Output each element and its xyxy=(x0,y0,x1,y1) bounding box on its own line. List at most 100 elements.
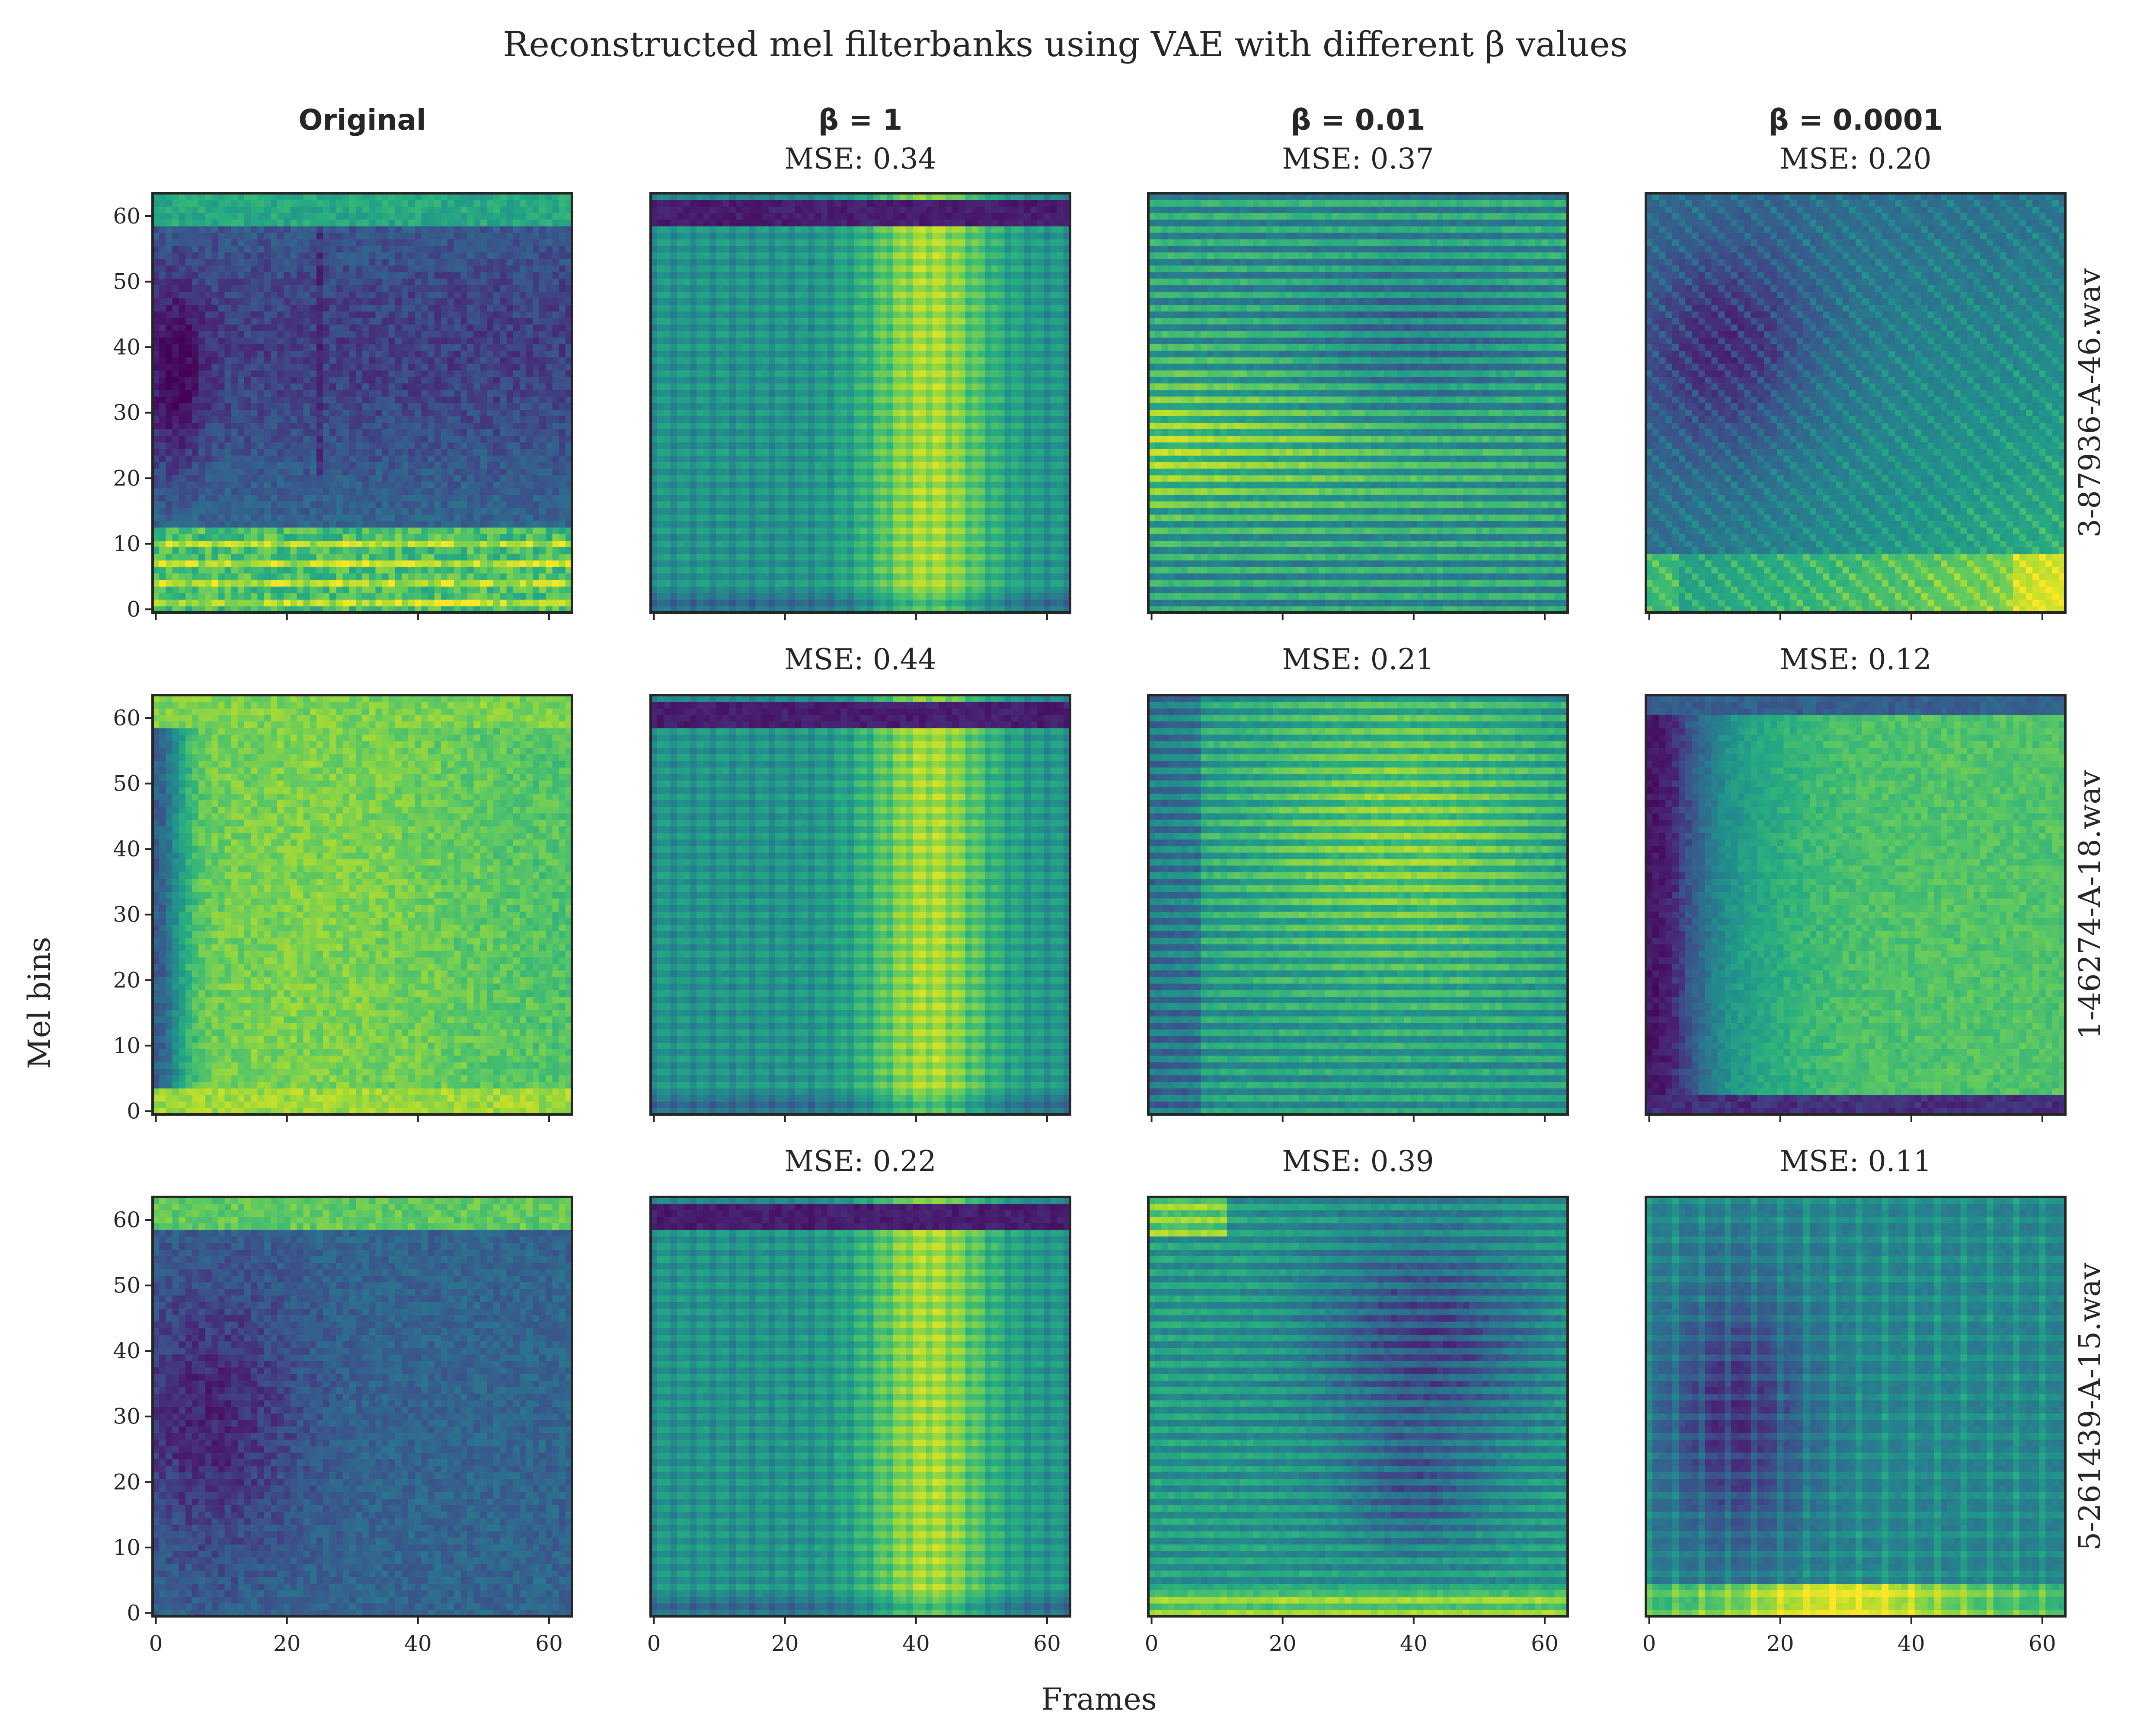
heatmap-cell xyxy=(389,364,396,370)
heatmap-cell xyxy=(559,305,566,312)
heatmap-cell xyxy=(231,422,238,429)
heatmap-cell xyxy=(775,554,782,561)
heatmap-cell xyxy=(244,226,251,233)
heatmap-cell xyxy=(1011,540,1018,547)
heatmap-cell xyxy=(336,396,343,403)
heatmap-cell xyxy=(493,324,500,331)
heatmap-cell xyxy=(500,272,507,279)
heatmap-cell xyxy=(834,567,841,574)
heatmap-cell xyxy=(782,586,789,593)
heatmap-cell xyxy=(277,357,284,364)
heatmap-cell xyxy=(493,508,500,515)
heatmap-cell xyxy=(166,278,173,285)
heatmap-cell xyxy=(415,390,422,397)
heatmap-cell xyxy=(277,233,284,239)
heatmap-cell xyxy=(939,586,946,593)
heatmap-cell xyxy=(1044,593,1051,600)
heatmap-cell xyxy=(506,600,513,606)
heatmap-cell xyxy=(329,357,336,364)
heatmap-cell xyxy=(323,501,330,508)
heatmap-cell xyxy=(205,233,212,239)
heatmap-cell xyxy=(559,383,566,390)
heatmap-cell xyxy=(919,560,926,567)
heatmap-cell xyxy=(264,462,271,469)
heatmap-cell xyxy=(520,547,527,554)
heatmap-cell xyxy=(304,469,310,475)
heatmap-cell xyxy=(460,390,467,397)
heatmap-cell xyxy=(460,324,467,331)
heatmap-cell xyxy=(834,560,841,567)
heatmap-cell xyxy=(172,285,179,292)
heatmap-cell xyxy=(369,593,376,600)
heatmap-cell xyxy=(526,383,533,390)
heatmap-cell xyxy=(238,324,245,331)
heatmap-cell xyxy=(474,318,481,325)
heatmap-cell xyxy=(657,554,664,561)
heatmap-cell xyxy=(218,600,225,606)
heatmap-cell xyxy=(703,593,710,600)
heatmap-cell xyxy=(447,311,454,318)
heatmap-cell xyxy=(520,514,527,521)
heatmap-cell xyxy=(192,213,199,220)
heatmap-cell xyxy=(198,436,205,443)
heatmap-cell xyxy=(310,396,317,403)
heatmap-cell xyxy=(185,508,192,515)
heatmap-cell xyxy=(513,508,520,515)
heatmap-cell xyxy=(415,488,422,495)
heatmap-cell xyxy=(329,377,336,383)
heatmap-cell xyxy=(218,298,225,305)
heatmap-cell xyxy=(329,482,336,488)
heatmap-cell xyxy=(939,560,946,567)
heatmap-cell xyxy=(467,593,474,600)
heatmap-cell xyxy=(382,462,389,469)
heatmap-cell xyxy=(192,593,199,600)
heatmap-cell xyxy=(696,521,703,528)
heatmap-cell xyxy=(382,455,389,462)
heatmap-cell xyxy=(402,593,409,600)
heatmap-cell xyxy=(271,403,278,410)
heatmap-cell xyxy=(172,213,179,220)
heatmap-cell xyxy=(297,278,304,285)
heatmap-cell xyxy=(205,469,212,475)
heatmap-cell xyxy=(454,501,461,508)
heatmap-cell xyxy=(435,233,441,239)
heatmap-cell xyxy=(435,311,441,318)
heatmap-cell xyxy=(946,586,952,593)
heatmap-cell xyxy=(251,429,258,436)
heatmap-cell xyxy=(402,521,409,528)
heatmap-cell xyxy=(238,351,245,357)
heatmap-cell xyxy=(769,540,776,547)
heatmap-cell xyxy=(258,573,265,580)
heatmap-cell xyxy=(244,364,251,370)
heatmap-cell xyxy=(244,357,251,364)
heatmap-cell xyxy=(192,233,199,239)
heatmap-cell xyxy=(192,246,199,252)
heatmap-cell xyxy=(480,442,487,449)
heatmap-cell xyxy=(520,324,527,331)
heatmap-cell xyxy=(290,475,297,482)
heatmap-cell xyxy=(185,383,192,390)
heatmap-cell xyxy=(493,429,500,436)
heatmap-cell xyxy=(526,540,533,547)
heatmap-cell xyxy=(172,580,179,587)
heatmap-cell xyxy=(749,600,756,606)
heatmap-cell xyxy=(225,291,232,298)
heatmap-cell xyxy=(415,233,422,239)
heatmap-cell xyxy=(362,403,369,410)
heatmap-cell xyxy=(238,318,245,325)
heatmap-cell xyxy=(362,390,369,397)
heatmap-cell xyxy=(304,220,310,227)
heatmap-cell xyxy=(329,495,336,501)
heatmap-cell xyxy=(467,534,474,541)
heatmap-cell xyxy=(408,259,415,266)
heatmap-cell xyxy=(808,573,815,580)
heatmap-cell xyxy=(467,259,474,266)
heatmap-cell xyxy=(546,331,553,338)
heatmap-cell xyxy=(827,527,834,534)
heatmap-cell xyxy=(408,213,415,220)
heatmap-cell xyxy=(756,560,763,567)
heatmap-cell xyxy=(205,285,212,292)
heatmap-cell xyxy=(310,265,317,272)
heatmap-cell xyxy=(264,527,271,534)
heatmap-cell xyxy=(271,285,278,292)
